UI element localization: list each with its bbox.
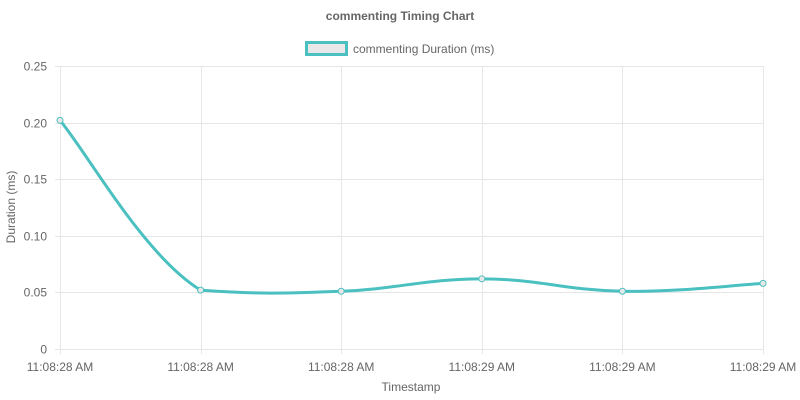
y-tick-label: 0.05	[24, 286, 48, 300]
x-tick-label: 11:08:28 AM	[308, 360, 375, 374]
y-tick-label: 0.15	[24, 173, 48, 187]
x-axis-label: Timestamp	[382, 380, 441, 394]
y-tick-label: 0.25	[24, 60, 48, 74]
x-tick-label: 11:08:29 AM	[589, 360, 656, 374]
series-line	[58, 118, 765, 295]
legend-label: commenting Duration (ms)	[353, 42, 494, 56]
x-tick-label: 11:08:28 AM	[27, 360, 94, 374]
legend-swatch	[305, 41, 348, 56]
y-tick-label: 0.20	[24, 117, 48, 131]
chart-title: commenting Timing Chart	[326, 9, 474, 23]
x-tick-label: 11:08:28 AM	[167, 360, 234, 374]
data-point[interactable]	[478, 275, 486, 283]
data-point[interactable]	[56, 116, 64, 124]
x-axis-ticks: 11:08:28 AM 11:08:28 AM 11:08:28 AM 11:08:2…	[27, 360, 797, 374]
grid	[55, 66, 764, 354]
series-commenting-duration	[56, 116, 767, 295]
legend[interactable]: commenting Duration (ms)	[305, 41, 495, 56]
data-point[interactable]	[337, 287, 345, 295]
x-tick-label: 11:08:29 AM	[730, 360, 797, 374]
x-tick-label: 11:08:29 AM	[449, 360, 516, 374]
data-point[interactable]	[197, 286, 205, 294]
data-point[interactable]	[618, 287, 626, 295]
data-point[interactable]	[759, 279, 767, 287]
y-axis-label: Duration (ms)	[4, 171, 18, 244]
y-axis-ticks: 0 0.05 0.10 0.15 0.20 0.25	[24, 60, 48, 357]
y-tick-label: 0.10	[24, 230, 48, 244]
y-tick-label: 0	[40, 343, 47, 357]
